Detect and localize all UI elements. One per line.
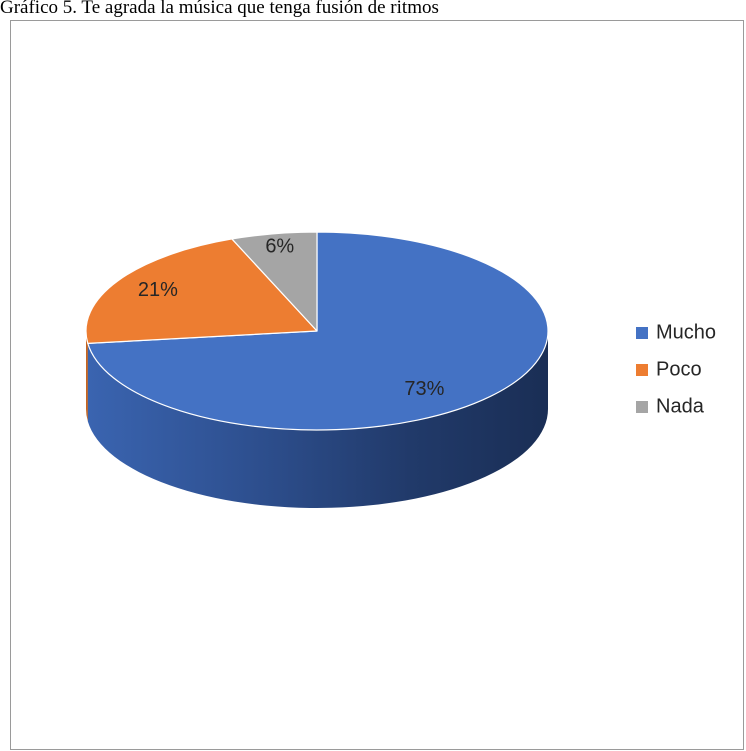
- legend-label-nada: Nada: [656, 395, 705, 417]
- legend-swatch-nada: [636, 401, 648, 413]
- legend-swatch-mucho: [636, 327, 648, 339]
- data-label-mucho: 73%: [404, 378, 444, 400]
- legend-swatch-poco: [636, 364, 648, 376]
- legend-label-poco: Poco: [656, 358, 702, 380]
- data-label-poco: 21%: [138, 279, 178, 301]
- slice-side-poco: [86, 331, 88, 422]
- slice-poco: [85, 238, 318, 345]
- slice-nada: [231, 231, 318, 332]
- legend-label-mucho: Mucho: [656, 321, 716, 343]
- data-label-nada: 6%: [265, 236, 294, 258]
- chart-caption: Gráfico 5. Te agrada la música que tenga…: [0, 0, 439, 18]
- slice-side-mucho: [87, 331, 548, 509]
- slice-mucho: [87, 231, 549, 431]
- legend: Mucho Poco Nada: [636, 321, 716, 417]
- pie-slices: [85, 231, 549, 509]
- data-labels: 73% 21% 6%: [138, 236, 445, 400]
